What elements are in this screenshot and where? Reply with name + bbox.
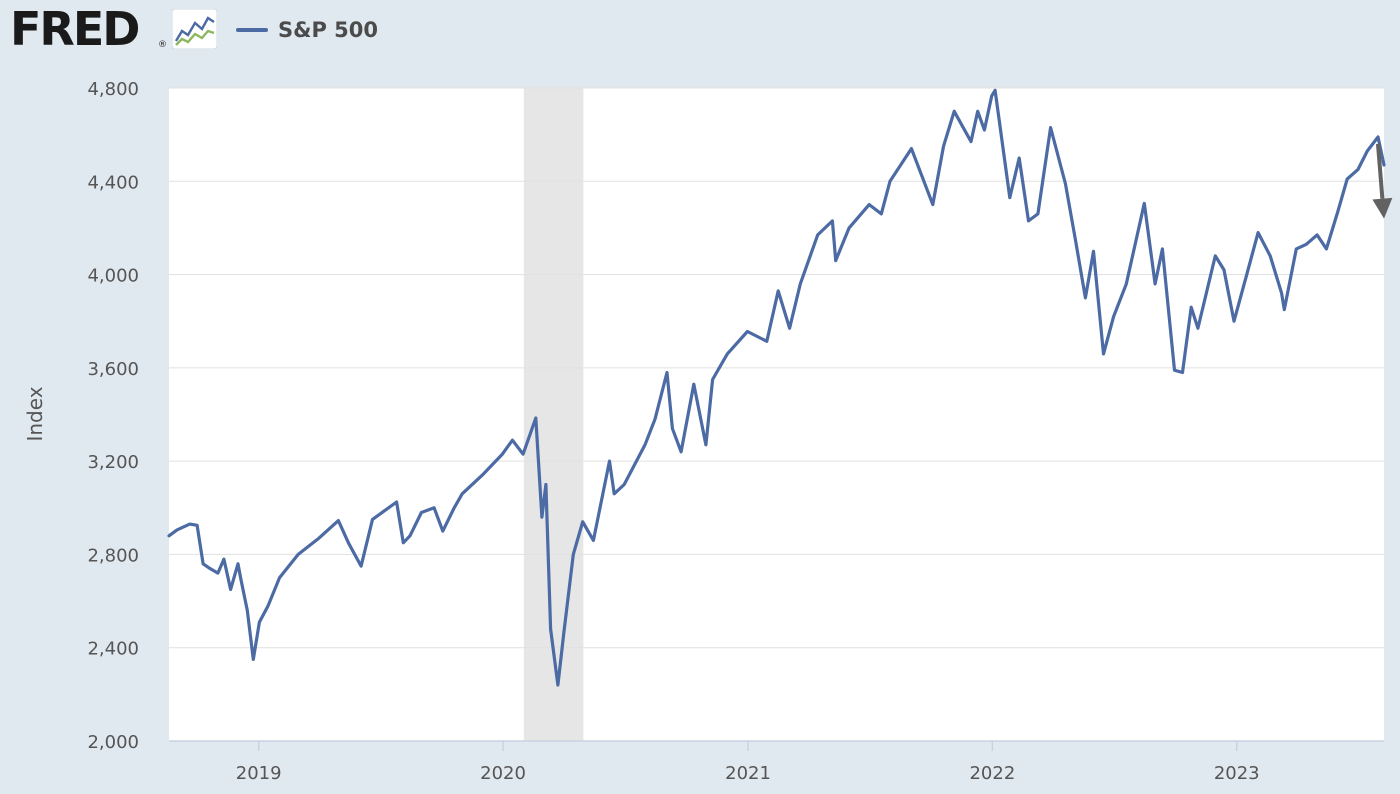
recession-band bbox=[523, 88, 584, 741]
y-tick-label: 2,000 bbox=[87, 732, 139, 753]
chart-legend: S&P 500 bbox=[236, 16, 378, 44]
plot-area bbox=[169, 88, 1384, 741]
y-tick-label: 3,600 bbox=[87, 359, 139, 380]
x-tick-label: 2023 bbox=[1214, 763, 1260, 784]
x-tick-label: 2020 bbox=[480, 763, 526, 784]
series-line-sp500[interactable] bbox=[167, 88, 1386, 687]
gridlines bbox=[169, 87, 1384, 649]
y-tick-label: 2,800 bbox=[87, 545, 139, 566]
recession-band-layer bbox=[523, 88, 584, 741]
legend-label: S&P 500 bbox=[278, 18, 378, 42]
y-axis-label: Index bbox=[23, 386, 47, 441]
trend-arrow-layer bbox=[1372, 143, 1393, 219]
fred-registered-mark: ® bbox=[158, 40, 167, 50]
y-tick-label: 4,800 bbox=[87, 79, 139, 100]
legend-swatch bbox=[236, 28, 268, 32]
chart-header: FRED ® S&P 500 bbox=[0, 0, 1400, 66]
trend-arrow-head bbox=[1372, 197, 1393, 219]
x-tick-label: 2021 bbox=[725, 763, 771, 784]
x-tick-label: 2019 bbox=[236, 763, 282, 784]
axes: 2,000 2,400 2,800 3,200 3,600 4,000 4,400 4,800… bbox=[87, 79, 1384, 784]
x-tick-label: 2022 bbox=[969, 763, 1015, 784]
y-tick-label: 3,200 bbox=[87, 452, 139, 473]
y-tick-label: 4,400 bbox=[87, 172, 139, 193]
series-layer bbox=[167, 88, 1386, 687]
fred-logo[interactable]: FRED bbox=[10, 2, 140, 56]
y-tick-label: 2,400 bbox=[87, 639, 139, 660]
line-chart-icon[interactable] bbox=[172, 9, 217, 49]
trend-arrow-shaft bbox=[1375, 143, 1385, 199]
y-tick-label: 4,000 bbox=[87, 266, 139, 287]
